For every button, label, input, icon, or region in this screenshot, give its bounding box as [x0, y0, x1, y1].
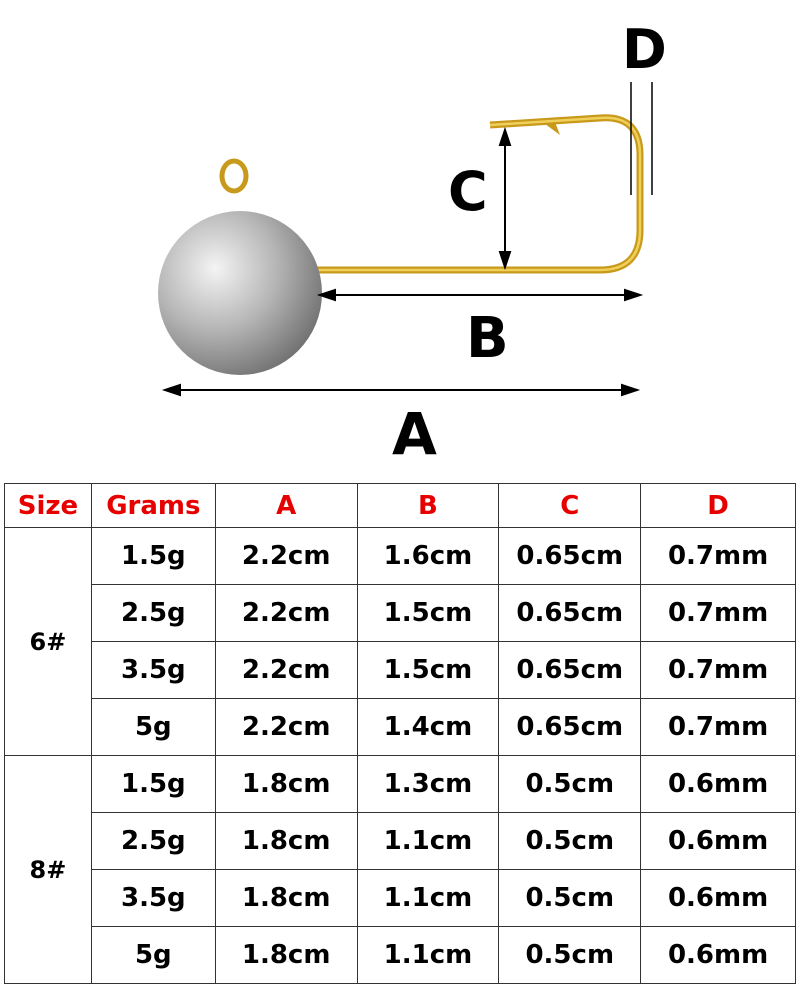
table-cell: 2.2cm — [214, 641, 358, 699]
table-cell: 1.8cm — [214, 926, 358, 984]
jig-head-illustration — [158, 82, 653, 397]
table-row: 2.5g 2.2cm 1.5cm 0.65cm 0.7mm — [5, 584, 796, 642]
table-cell: 0.7mm — [640, 641, 796, 699]
table-row: 3.5g 2.2cm 1.5cm 0.65cm 0.7mm — [5, 641, 796, 699]
table-cell: 0.65cm — [498, 584, 642, 642]
table-cell: 1.1cm — [356, 812, 500, 870]
table-cell: 1.6cm — [356, 527, 500, 585]
size-cell: 8# — [4, 755, 92, 984]
table-cell: 0.5cm — [498, 755, 642, 813]
table-cell: 1.8cm — [214, 869, 358, 927]
hook — [300, 114, 644, 274]
column-header: D — [640, 483, 796, 528]
table-cell: 0.5cm — [498, 812, 642, 870]
table-cell: 0.5cm — [498, 869, 642, 927]
table-row: 5g 2.2cm 1.4cm 0.65cm 0.7mm — [5, 698, 796, 756]
size-cell: 6# — [4, 527, 92, 756]
table-cell: 3.5g — [90, 869, 216, 927]
table-cell: 1.3cm — [356, 755, 500, 813]
jig-head-diagram: D C B A — [0, 0, 800, 475]
table-cell: 0.6mm — [640, 755, 796, 813]
column-header: Grams — [90, 483, 216, 528]
table-row: 5g 1.8cm 1.1cm 0.5cm 0.6mm — [5, 926, 796, 984]
table-cell: 1.8cm — [214, 755, 358, 813]
column-header: A — [214, 483, 358, 528]
table-row: 3.5g 1.8cm 1.1cm 0.5cm 0.6mm — [5, 869, 796, 927]
table-cell: 1.5g — [90, 755, 216, 813]
table-cell: 1.1cm — [356, 869, 500, 927]
label-c: C — [448, 160, 488, 223]
table-cell: 2.2cm — [214, 584, 358, 642]
table-cell: 0.65cm — [498, 698, 642, 756]
table-cell: 0.6mm — [640, 926, 796, 984]
header-row: Size Grams A B C D — [4, 483, 796, 528]
table-cell: 0.65cm — [498, 527, 642, 585]
table-cell: 1.5g — [90, 527, 216, 585]
dimension-arrows — [161, 82, 653, 397]
table-cell: 3.5g — [90, 641, 216, 699]
table-cell: 2.2cm — [214, 527, 358, 585]
table-cell: 0.6mm — [640, 869, 796, 927]
size-table: Size Grams A B C D 6# 1.5g 2.2cm 1.6cm 0.65cm 0.7m… — [4, 483, 796, 984]
table-cell: 5g — [90, 926, 216, 984]
label-a: A — [392, 400, 437, 468]
column-header: C — [498, 483, 642, 528]
table-cell: 0.5cm — [498, 926, 642, 984]
column-header: Size — [4, 483, 92, 528]
table-cell: 2.2cm — [214, 698, 358, 756]
label-b: B — [466, 306, 509, 371]
table-row: 2.5g 1.8cm 1.1cm 0.5cm 0.6mm — [5, 812, 796, 870]
table-cell: 5g — [90, 698, 216, 756]
table-cell: 1.8cm — [214, 812, 358, 870]
table-row: 8# 1.5g 1.8cm 1.3cm 0.5cm 0.6mm — [4, 755, 796, 984]
table-cell: 0.6mm — [640, 812, 796, 870]
table-cell: 1.4cm — [356, 698, 500, 756]
table-cell: 2.5g — [90, 812, 216, 870]
eyelet — [219, 158, 249, 194]
table-cell: 0.7mm — [640, 584, 796, 642]
lead-head — [158, 211, 322, 375]
table-cell: 0.65cm — [498, 641, 642, 699]
table-cell: 1.5cm — [356, 584, 500, 642]
table-cell: 0.7mm — [640, 698, 796, 756]
label-d: D — [622, 18, 667, 81]
table-cell: 1.1cm — [356, 926, 500, 984]
table-cell: 2.5g — [90, 584, 216, 642]
column-header: B — [356, 483, 500, 528]
table-cell: 1.5cm — [356, 641, 500, 699]
table-row: 6# 1.5g 2.2cm 1.6cm 0.65cm 0.7mm — [4, 527, 796, 756]
table-cell: 0.7mm — [640, 527, 796, 585]
